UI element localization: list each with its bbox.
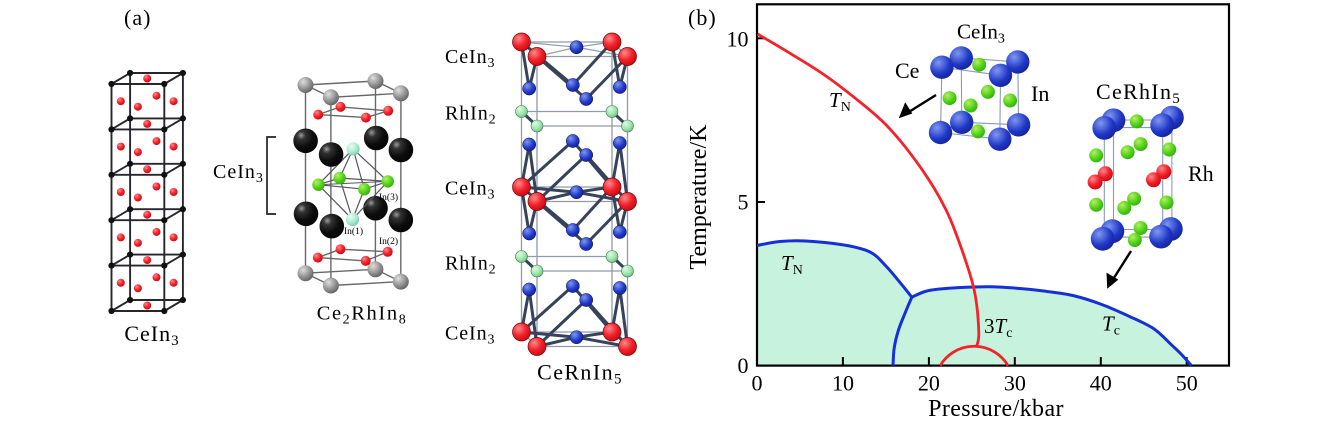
svg-text:In(3): In(3) bbox=[379, 192, 398, 203]
svg-text:10: 10 bbox=[727, 27, 749, 52]
svg-text:In(2): In(2) bbox=[379, 236, 398, 247]
svg-text:In: In bbox=[1031, 81, 1049, 106]
svg-text:In(1): In(1) bbox=[344, 226, 363, 237]
svg-text:0: 0 bbox=[752, 371, 763, 396]
svg-text:0: 0 bbox=[738, 353, 749, 378]
svg-text:10: 10 bbox=[832, 371, 854, 396]
svg-text:(b): (b) bbox=[688, 5, 717, 30]
svg-text:CeIn3: CeIn3 bbox=[957, 20, 1005, 47]
svg-text:20: 20 bbox=[918, 371, 940, 396]
svg-text:50: 50 bbox=[1176, 371, 1198, 396]
svg-text:30: 30 bbox=[1004, 371, 1026, 396]
svg-text:CeRhIn5: CeRhIn5 bbox=[1096, 79, 1181, 107]
svg-text:40: 40 bbox=[1090, 371, 1112, 396]
svg-text:Ce: Ce bbox=[895, 58, 919, 83]
svg-text:Pressure/kbar: Pressure/kbar bbox=[928, 396, 1064, 422]
svg-text:Temperature/K: Temperature/K bbox=[686, 124, 712, 270]
svg-text:CeRnIn5: CeRnIn5 bbox=[537, 360, 623, 388]
svg-text:Ce2RhIn8: Ce2RhIn8 bbox=[317, 303, 408, 328]
svg-text:Rh: Rh bbox=[1188, 161, 1214, 186]
svg-text:(a): (a) bbox=[124, 5, 151, 30]
svg-text:5: 5 bbox=[738, 190, 749, 215]
